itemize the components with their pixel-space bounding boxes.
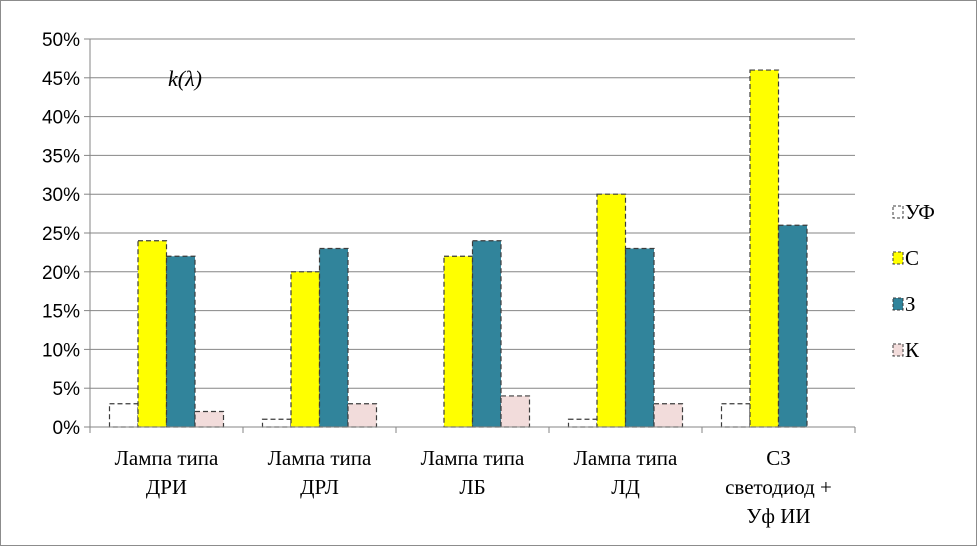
- bar-2-4: [596, 193, 627, 428]
- bar-2-5: [749, 69, 780, 428]
- y-tick-label: 5%: [53, 379, 81, 400]
- y-tick-label: 15%: [42, 302, 80, 323]
- bar-2-2: [290, 271, 321, 428]
- bar-2-3: [443, 255, 474, 428]
- category-label: Лампа типа ДРЛ: [268, 446, 372, 499]
- bar-3-4: [624, 247, 655, 428]
- y-tick-label: 10%: [42, 340, 80, 361]
- legend-label: К: [905, 338, 920, 362]
- bar-1-1: [108, 403, 139, 428]
- y-tick-label: 45%: [42, 69, 80, 90]
- bar-4-4: [653, 403, 684, 428]
- y-tick-label: 35%: [42, 146, 80, 167]
- legend-swatch-4: [892, 343, 904, 357]
- bar-2-1: [137, 240, 168, 428]
- k-lambda-annotation: k(λ): [168, 66, 202, 91]
- category-label: Лампа типа ЛБ: [421, 446, 525, 499]
- y-tick-label: 30%: [42, 185, 80, 206]
- y-tick-label: 50%: [42, 30, 80, 51]
- category-label: Лампа типа ЛД: [574, 446, 678, 499]
- gridlines: [90, 38, 855, 389]
- bar-3-1: [165, 255, 196, 428]
- legend-label: С: [905, 246, 919, 270]
- legend-swatch-3: [892, 297, 904, 311]
- bar-4-3: [500, 395, 531, 428]
- y-tick-label: 40%: [42, 108, 80, 129]
- bar-3-5: [777, 224, 808, 428]
- legend-label: УФ: [905, 200, 935, 224]
- y-axis-ticks: 0% 5% 10% 15% 20% 25% 30% 35% 40% 45% 50%: [42, 30, 91, 439]
- y-tick-label: 0%: [53, 418, 81, 439]
- bar-1-4: [567, 418, 598, 428]
- bar-3-3: [471, 240, 502, 428]
- legend-swatch-1: [892, 205, 904, 219]
- bar-3-2: [318, 247, 349, 428]
- category-label: Лампа типа ДРИ: [115, 446, 219, 499]
- legend: УФ СЗК: [892, 200, 935, 362]
- bar-4-2: [347, 403, 378, 428]
- legend-swatch-2: [892, 251, 904, 265]
- bars: [108, 69, 808, 428]
- bar-1-2: [261, 418, 292, 428]
- y-tick-label: 25%: [42, 224, 80, 245]
- y-tick-label: 20%: [42, 263, 80, 284]
- category-label: СЗ светодиод + Уф ИИ: [725, 446, 832, 528]
- x-axis-categories: Лампа типа ДРИ Лампа типа ДРЛ Лампа типа ЛБ Ла…: [89, 427, 856, 528]
- bar-4-1: [194, 410, 225, 428]
- bar-1-5: [720, 403, 751, 428]
- legend-label: З: [905, 292, 916, 316]
